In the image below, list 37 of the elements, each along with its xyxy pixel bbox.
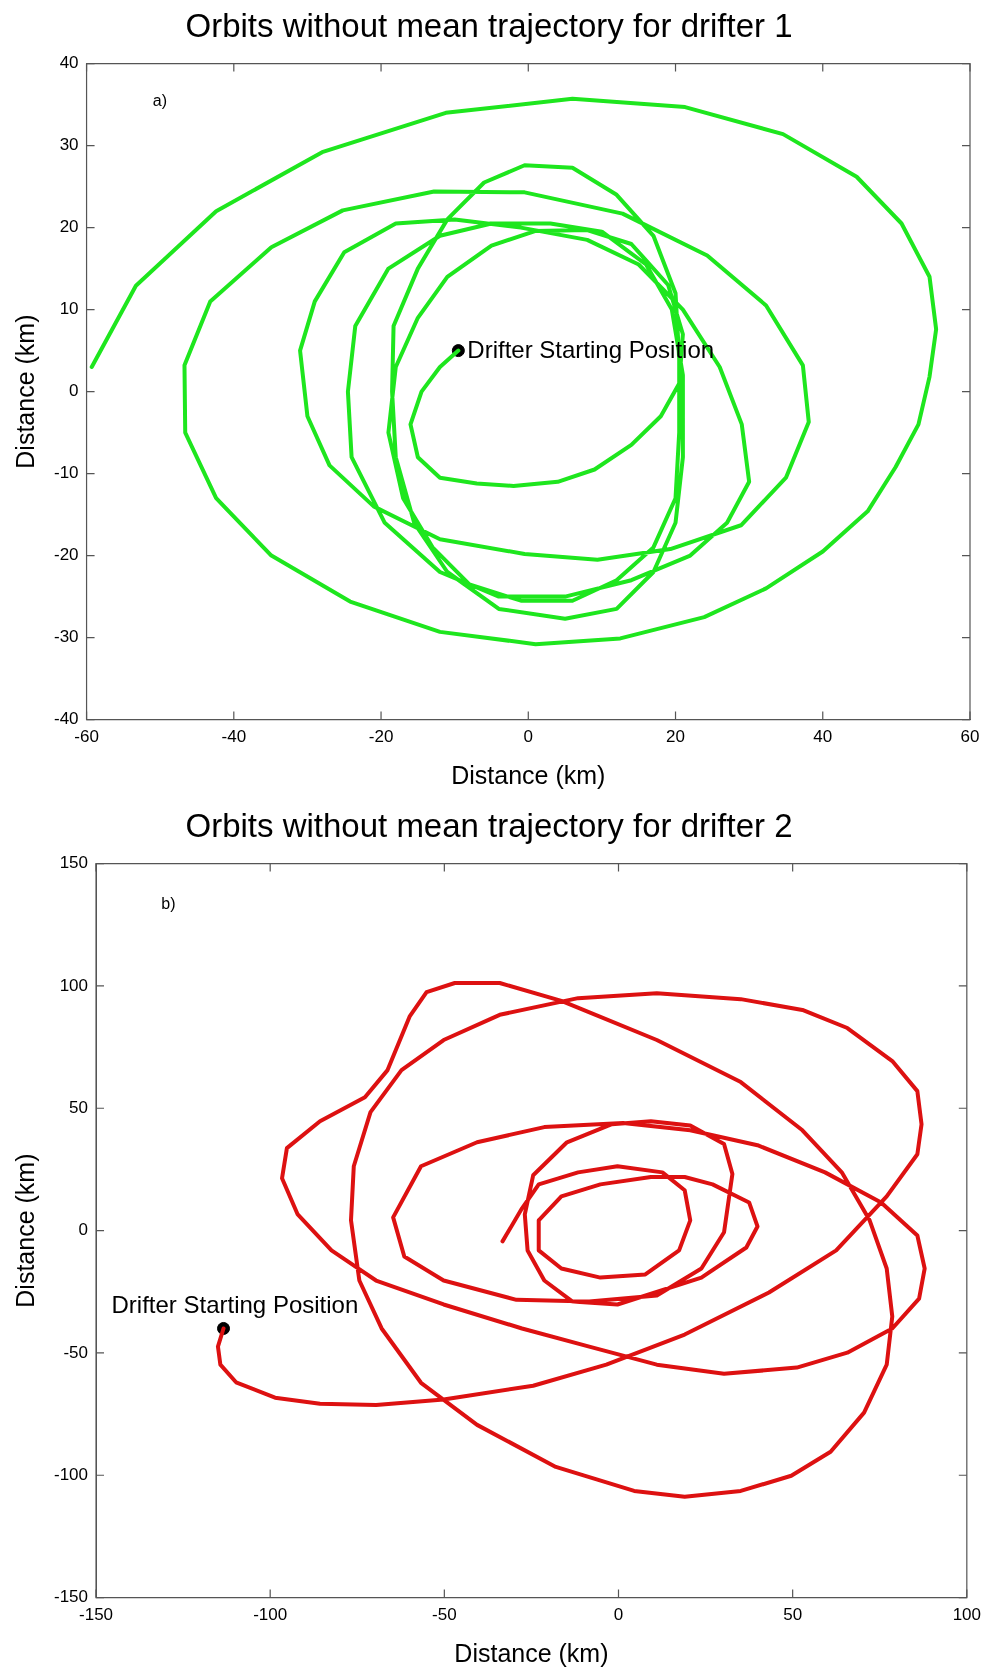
y-tick-label: -30 [53,627,79,647]
y-tick-label: 20 [59,217,79,237]
annotation: b) [161,895,176,913]
x-axis-title: Distance (km) [451,760,606,789]
x-tick-label: 60 [960,727,980,747]
x-tick-label: -40 [221,727,247,747]
x-tick-label: 20 [666,727,685,747]
annotation: a) [152,91,168,109]
annotation: Drifter Starting Position [111,1291,359,1319]
x-tick-label: 40 [813,727,833,747]
x-tick-label: -100 [253,1605,288,1625]
x-tick-label: 100 [952,1605,982,1625]
y-tick-label: 150 [59,853,89,873]
y-axis-title: Distance (km) [10,314,39,469]
y-tick-label: 100 [59,975,89,995]
x-tick-label: -20 [368,727,394,747]
x-tick-label: -50 [432,1605,457,1625]
y-tick-label: 50 [69,1097,89,1117]
y-tick-label: -10 [53,463,79,483]
chart-title: Orbits without mean trajectory for drifter 1 [185,6,793,44]
chart-title: Orbits without mean trajectory for drifter 2 [185,806,793,844]
y-tick-label: 10 [59,299,79,319]
y-tick-label: 0 [78,1220,89,1240]
y-tick-label: 0 [69,381,79,401]
y-tick-label: -20 [53,545,79,565]
y-tick-label: -50 [63,1342,89,1362]
x-tick-label: -60 [74,727,99,747]
x-tick-label: 0 [613,1605,624,1625]
y-axis-title: Distance (km) [10,1153,39,1308]
y-tick-label: -100 [53,1464,89,1484]
x-axis-title: Distance (km) [454,1638,609,1667]
y-tick-label: 30 [59,135,79,155]
y-tick-label: 40 [59,53,79,73]
x-tick-label: 50 [783,1605,803,1625]
y-tick-label: -40 [53,709,79,729]
y-tick-label: -150 [53,1587,89,1607]
x-tick-label: 0 [523,727,534,747]
